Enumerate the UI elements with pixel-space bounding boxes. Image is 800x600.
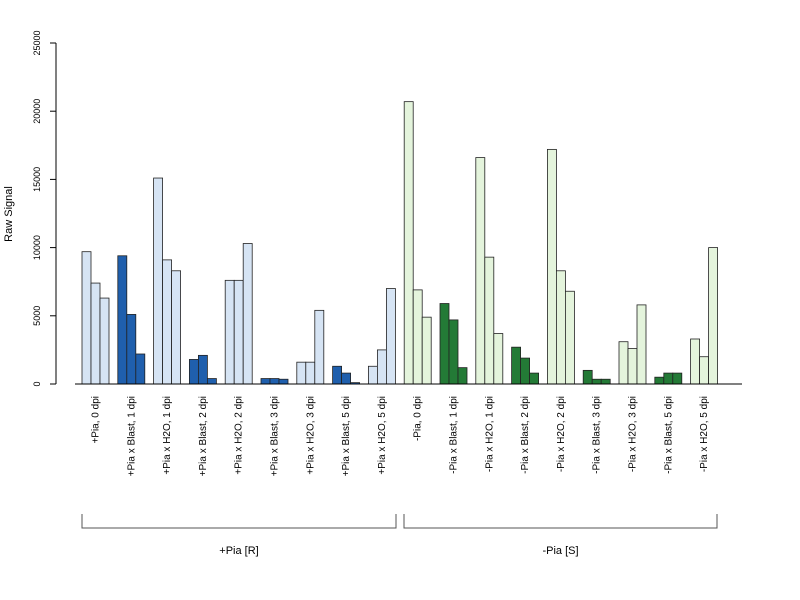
group-brackets: +Pia [R] -Pia [S]	[81, 514, 718, 557]
bar	[233, 279, 244, 385]
bar	[690, 338, 700, 385]
group-label: -Pia [S]	[542, 545, 578, 557]
bar	[224, 279, 235, 385]
bar	[582, 369, 593, 385]
bar	[457, 367, 468, 385]
bar	[242, 243, 253, 385]
x-tick-label: +Pia x H2O, 3 dpi	[305, 396, 316, 475]
x-tick-label: +Pia, 0 dpi	[91, 396, 102, 444]
y-tick-label: 5000	[32, 306, 42, 326]
bar	[260, 378, 271, 385]
bar	[627, 348, 638, 385]
bar	[90, 282, 101, 385]
x-tick-label: +Pia x H2O, 5 dpi	[377, 396, 388, 475]
bar	[314, 309, 325, 385]
bar	[663, 372, 674, 385]
group-bracket	[81, 514, 397, 529]
bar	[99, 297, 110, 385]
bar	[269, 378, 280, 385]
bar	[475, 157, 486, 385]
y-axis-label: Raw Signal	[3, 186, 15, 242]
bar	[654, 376, 665, 385]
bar	[305, 361, 316, 385]
bars-layer	[81, 101, 718, 385]
bar	[162, 259, 173, 385]
y-axis: 0 5000 10000 15000 20000 25000	[32, 30, 57, 387]
bar	[117, 255, 128, 385]
y-tick-label: 15000	[32, 167, 42, 192]
bar	[171, 270, 182, 385]
x-tick-label: -Pia x Blast, 3 dpi	[592, 396, 603, 474]
x-tick-label: +Pia x H2O, 2 dpi	[234, 396, 245, 475]
bar	[206, 378, 217, 385]
bar	[708, 247, 718, 385]
bar	[636, 304, 647, 385]
bar	[367, 365, 378, 385]
x-tick-label: -Pia x Blast, 5 dpi	[663, 396, 674, 474]
bar	[421, 316, 432, 385]
bar	[672, 372, 683, 385]
bar	[278, 378, 289, 385]
bar	[448, 319, 459, 385]
bar	[556, 270, 566, 385]
x-tick-label: -Pia x H2O, 5 dpi	[699, 396, 710, 472]
bar	[484, 256, 495, 385]
x-tick-label: +Pia x H2O, 1 dpi	[162, 396, 173, 475]
x-tick-label: -Pia x H2O, 3 dpi	[628, 396, 639, 472]
bar	[376, 349, 387, 385]
x-tick-label: -Pia x Blast, 2 dpi	[520, 396, 531, 474]
x-tick-label: -Pia x H2O, 1 dpi	[484, 396, 495, 472]
bar	[547, 148, 557, 385]
bar	[153, 177, 164, 385]
group-bracket	[403, 514, 718, 529]
y-tick-label: 20000	[32, 99, 42, 124]
bar	[493, 333, 504, 385]
bar	[296, 361, 307, 385]
bar	[618, 341, 629, 385]
bar	[197, 354, 208, 385]
bar	[529, 372, 539, 385]
bar	[135, 353, 146, 385]
bar	[332, 365, 343, 385]
y-tick-label: 10000	[32, 235, 42, 260]
y-tick-label: 0	[32, 381, 42, 386]
bar	[385, 288, 396, 385]
x-tick-label: -Pia, 0 dpi	[413, 396, 424, 441]
bar	[520, 357, 530, 385]
y-tick-label: 25000	[32, 30, 42, 55]
x-tick-label: +Pia x Blast, 2 dpi	[198, 396, 209, 476]
x-tick-label: +Pia x Blast, 1 dpi	[126, 396, 137, 476]
bar	[565, 290, 575, 385]
bar	[511, 346, 522, 385]
x-tick-label: -Pia x H2O, 2 dpi	[556, 396, 567, 472]
x-tick-label: +Pia x Blast, 3 dpi	[270, 396, 281, 476]
bar	[81, 251, 92, 385]
bar	[591, 378, 602, 385]
x-tick-label: +Pia x Blast, 5 dpi	[341, 396, 352, 476]
bar	[341, 372, 352, 385]
bar	[403, 101, 414, 385]
bar	[126, 314, 137, 385]
x-tick-label: -Pia x Blast, 1 dpi	[449, 396, 460, 474]
bar	[412, 289, 423, 385]
bar	[188, 359, 199, 385]
group-label: +Pia [R]	[219, 545, 258, 557]
bar	[439, 303, 450, 385]
bar	[699, 356, 709, 385]
bar	[600, 378, 611, 385]
x-tick-labels: +Pia, 0 dpi +Pia x Blast, 1 dpi +Pia x H2O…	[91, 396, 711, 476]
